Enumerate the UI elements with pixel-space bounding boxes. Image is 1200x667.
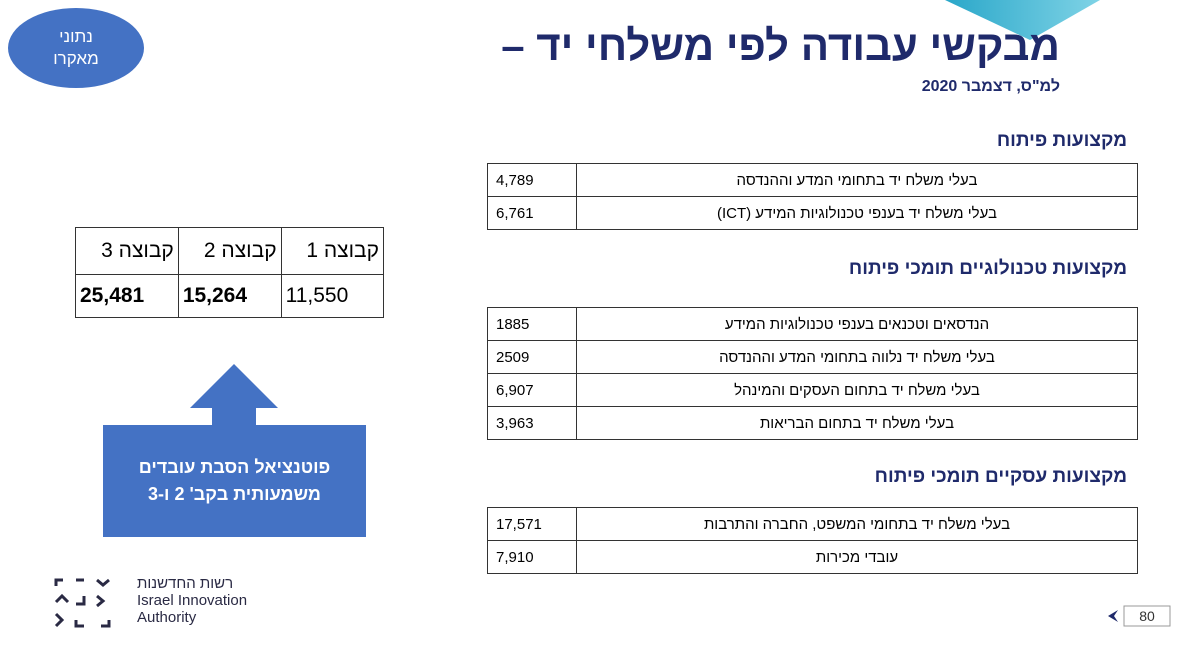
section-table: בעלי משלח יד בתחומי המשפט, החברה והתרבות… — [487, 507, 1138, 574]
table-row: בעלי משלח יד בתחום העסקים והמינהל 6,907 — [487, 373, 1138, 407]
page-number: 80 — [1139, 608, 1155, 624]
table-row: בעלי משלח יד נלווה בתחומי המדע וההנדסה 25… — [487, 340, 1138, 374]
section-heading: מקצועות פיתוח — [996, 130, 1127, 151]
table-row: הנדסאים וטכנאים בענפי טכנולוגיות המידע 18… — [487, 307, 1138, 341]
row-label: בעלי משלח יד בתחום הבריאות — [576, 406, 1138, 440]
groups-table: קבוצה 1 קבוצה 2 קבוצה 3 11,550 15,264 25… — [75, 227, 385, 318]
row-label: בעלי משלח יד בענפי טכנולוגיות המידע (ICT… — [576, 196, 1138, 230]
logo-english: Israel Innovation — [137, 592, 248, 609]
callout: פוטנציאל הסבת עובדים משמעותית בקב' 2 ו-3 — [103, 425, 366, 537]
row-value: 6,907 — [487, 373, 577, 407]
badge: נתוני מאקרו — [8, 8, 144, 88]
row-label: עובדי מכירות — [576, 540, 1138, 574]
group-header: קבוצה 3 — [75, 227, 179, 275]
subtitle: למ"ס, דצמבר 2020 — [921, 78, 1060, 95]
group-header: קבוצה 2 — [177, 227, 282, 275]
section-table: בעלי משלח יד בתחומי המדע וההנדסה 4,789 בעל… — [487, 163, 1138, 230]
corner-accent — [945, 0, 1100, 40]
row-value: 4,789 — [487, 163, 577, 197]
badge-line: מאקרו — [53, 49, 99, 68]
row-value: 3,963 — [487, 406, 577, 440]
group-header: קבוצה 1 — [280, 227, 385, 275]
page-number-box — [1123, 605, 1171, 627]
logo-hebrew: רשות החדשנות — [137, 575, 234, 592]
callout-arrow — [103, 364, 366, 537]
group-value: 11,550 — [280, 274, 385, 318]
logo-english: Authority — [137, 609, 197, 626]
nav-arrow[interactable] — [1108, 610, 1118, 622]
row-value: 1885 — [487, 307, 577, 341]
section-heading: מקצועות עסקיים תומכי פיתוח — [874, 466, 1127, 487]
row-label: בעלי משלח יד בתחומי המשפט, החברה והתרבות — [576, 507, 1138, 541]
badge-shape — [8, 8, 144, 88]
table-row: עובדי מכירות 7,910 — [487, 540, 1138, 574]
row-label: בעלי משלח יד בתחום העסקים והמינהל — [576, 373, 1138, 407]
callout-line: משמעותית בקב' 2 ו-3 — [148, 484, 321, 504]
row-label: בעלי משלח יד נלווה בתחומי המדע וההנדסה — [576, 340, 1138, 374]
group-value: 15,264 — [177, 274, 282, 318]
row-value: 6,761 — [487, 196, 577, 230]
callout-line: פוטנציאל הסבת עובדים — [138, 457, 331, 477]
group-value: 25,481 — [75, 274, 179, 318]
table-row: בעלי משלח יד בתחומי המדע וההנדסה 4,789 — [487, 163, 1138, 197]
table-row: בעלי משלח יד בתחומי המשפט, החברה והתרבות… — [487, 507, 1138, 541]
row-label: הנדסאים וטכנאים בענפי טכנולוגיות המידע — [576, 307, 1138, 341]
title: מבקשי עבודה לפי משלחי יד – — [501, 22, 1060, 69]
table-row: בעלי משלח יד בתחום הבריאות 3,963 — [487, 406, 1138, 440]
row-value: 17,571 — [487, 507, 577, 541]
section-heading: מקצועות טכנולוגיים תומכי פיתוח — [848, 258, 1127, 279]
table-row: בעלי משלח יד בענפי טכנולוגיות המידע (ICT… — [487, 196, 1138, 230]
row-value: 2509 — [487, 340, 577, 374]
badge-line: נתוני — [59, 27, 93, 46]
section-table: הנדסאים וטכנאים בענפי טכנולוגיות המידע 18… — [487, 307, 1138, 440]
row-label: בעלי משלח יד בתחומי המדע וההנדסה — [576, 163, 1138, 197]
row-value: 7,910 — [487, 540, 577, 574]
logo-mark — [54, 578, 111, 628]
